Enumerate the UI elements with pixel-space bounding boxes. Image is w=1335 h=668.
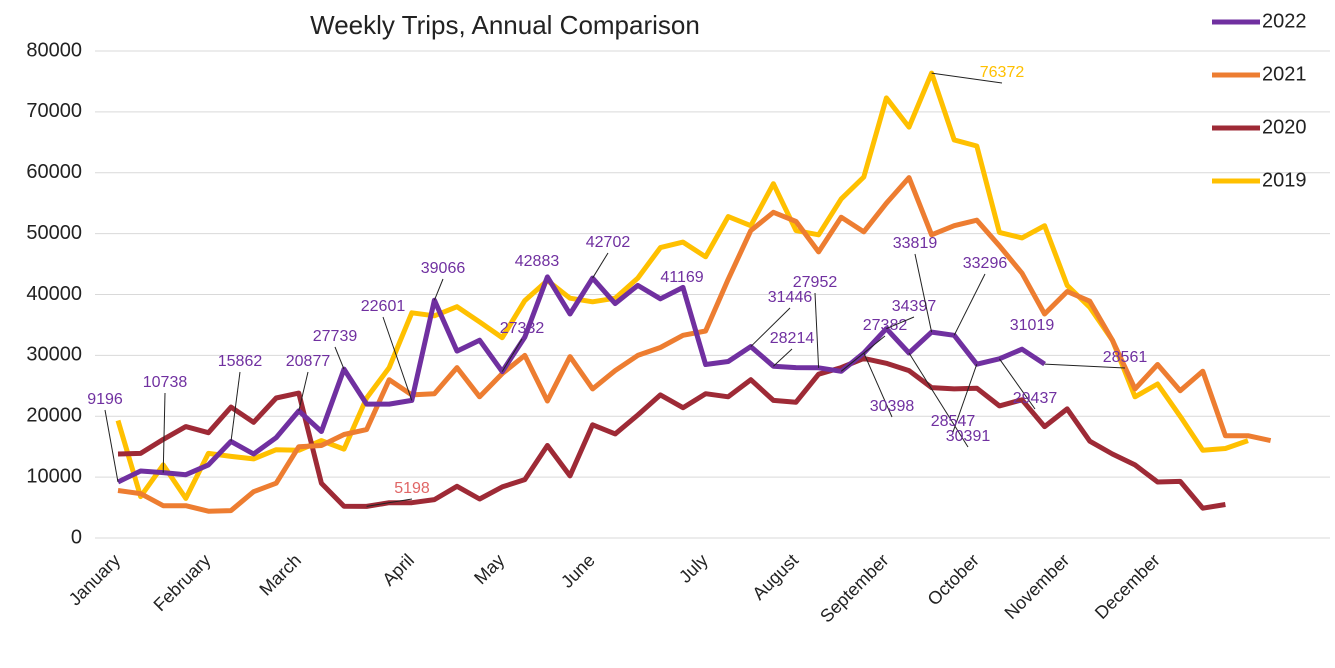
data-label: 27739 [313, 328, 358, 345]
leader-line [1044, 363, 1126, 369]
x-tick-label: August [748, 550, 802, 604]
data-label: 34397 [892, 298, 937, 315]
leader-line [952, 364, 978, 433]
data-label: 30391 [946, 428, 991, 445]
data-label: 28214 [770, 330, 815, 347]
leader-line [298, 371, 309, 412]
leader-line [366, 498, 413, 507]
x-tick-label: October [924, 550, 983, 609]
leader-line [382, 316, 413, 401]
series-line [117, 175, 1272, 514]
data-label: 9196 [87, 391, 123, 408]
legend-label: 2020 [1262, 116, 1307, 138]
x-tick-label: November [1001, 550, 1074, 623]
data-label: 39066 [421, 260, 466, 277]
data-label: 33819 [893, 235, 938, 252]
x-tick-label: June [557, 550, 599, 592]
leader-line [840, 335, 886, 372]
x-tick-label: March [255, 550, 305, 600]
data-label: 27382 [863, 317, 908, 334]
leader-line [931, 72, 1003, 84]
leader-line [773, 348, 793, 367]
leader-line [433, 278, 444, 301]
leader-line [230, 371, 241, 442]
y-tick-label: 20000 [26, 405, 82, 427]
data-label: 41169 [660, 269, 703, 286]
leader-line [750, 307, 791, 347]
data-label: 20877 [286, 353, 331, 370]
series-line [116, 274, 1046, 485]
legend-label: 2019 [1262, 169, 1307, 191]
y-tick-label: 0 [71, 526, 82, 548]
y-tick-label: 80000 [26, 39, 82, 61]
leader-line [998, 358, 1036, 410]
leader-line [886, 316, 915, 330]
leader-line [953, 273, 986, 336]
x-tick-label: July [675, 550, 712, 587]
leader-line [334, 346, 345, 370]
x-tick-label: September [816, 550, 892, 626]
data-label: 28547 [931, 413, 976, 430]
data-label: 42702 [586, 234, 631, 251]
data-label: 22601 [361, 298, 406, 315]
leader-line [501, 338, 523, 372]
x-tick-label: April [378, 550, 418, 590]
leader-line [863, 352, 893, 418]
data-label: 30398 [870, 398, 915, 415]
leader-line [814, 292, 820, 368]
y-tick-label: 50000 [26, 222, 82, 244]
data-label: 27332 [500, 320, 545, 337]
data-label: 15862 [218, 353, 263, 370]
y-tick-label: 70000 [26, 100, 82, 122]
x-tick-label: May [470, 550, 508, 588]
leader-line [104, 409, 119, 483]
data-label: 5198 [394, 480, 430, 497]
y-tick-label: 10000 [26, 465, 82, 487]
data-label: 29437 [1013, 390, 1058, 407]
data-label: 10738 [143, 374, 188, 391]
data-label: 31446 [768, 289, 813, 306]
y-tick-label: 30000 [26, 344, 82, 366]
legend-label: 2022 [1262, 10, 1307, 32]
data-label: 42883 [515, 253, 560, 270]
series-line [117, 355, 1226, 511]
x-tick-label: February [150, 550, 215, 615]
data-label: 27952 [793, 274, 838, 291]
data-label: 76372 [980, 64, 1025, 81]
leader-line [162, 392, 166, 473]
legend-label: 2021 [1262, 63, 1307, 85]
chart-title: Weekly Trips, Annual Comparison [310, 10, 700, 40]
data-label: 31019 [1010, 317, 1055, 334]
leader-line [592, 252, 609, 279]
y-tick-label: 60000 [26, 161, 82, 183]
data-label: 33296 [963, 255, 1008, 272]
x-tick-label: December [1091, 550, 1164, 623]
data-label: 28561 [1103, 349, 1148, 366]
x-tick-label: January [65, 550, 124, 609]
leader-line [914, 253, 933, 333]
leader-line [908, 352, 969, 448]
y-tick-label: 40000 [26, 283, 82, 305]
